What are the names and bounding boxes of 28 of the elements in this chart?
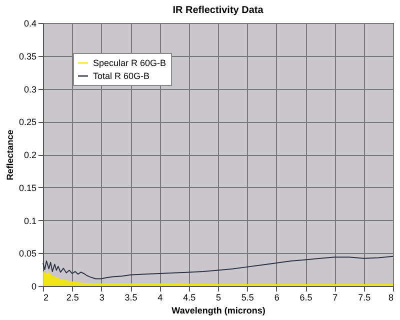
x-tick-label: 3.5 (124, 292, 138, 302)
x-tick-label: 6.5 (300, 292, 312, 302)
x-tick-label: 7.5 (358, 292, 371, 302)
y-tick-label: 0.3 (24, 84, 36, 94)
x-axis-title: Wavelength (microns) (172, 306, 266, 316)
y-tick-label: 0 (31, 282, 36, 292)
legend-label: Specular R 60G-B (93, 58, 166, 68)
y-tick-label: 0.35 (18, 51, 36, 62)
x-tick-label: 7 (332, 292, 338, 302)
line-series (42, 256, 394, 280)
y-axis-title: Reflectance (4, 130, 15, 180)
x-tick-label: 5 (216, 292, 222, 302)
y-tick-label: 0.15 (18, 182, 36, 193)
y-tick-label: 0.1 (24, 216, 36, 226)
x-tick-label: 3 (99, 292, 104, 302)
y-tick-label: 0.4 (24, 18, 36, 28)
x-tick-label: 2.5 (66, 292, 79, 302)
chart-title: IR Reflectivity Data (172, 5, 264, 16)
y-tick-label: 0.2 (24, 150, 36, 160)
y-tick-label: 0.25 (18, 117, 36, 128)
x-tick-label: 2 (44, 292, 49, 302)
x-tick-label: 6 (274, 292, 280, 302)
x-tick-label: 5.5 (241, 292, 254, 302)
x-tick-label: 4 (158, 292, 163, 302)
x-tick-label: 4.5 (183, 292, 196, 302)
legend-label: Total R 60G-B (93, 71, 150, 81)
x-tick-label: 8 (388, 292, 394, 302)
y-tick-label: 0.05 (18, 248, 36, 259)
